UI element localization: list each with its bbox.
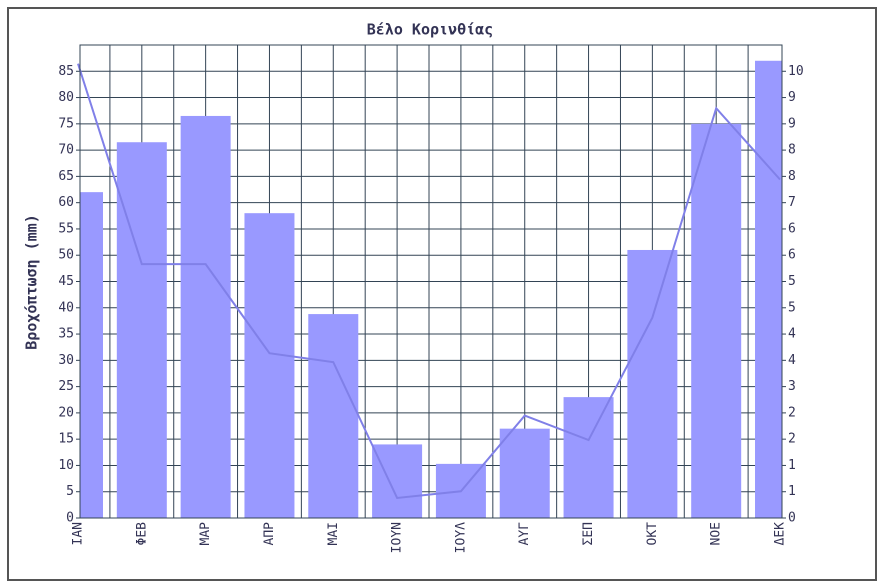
bar — [180, 115, 231, 518]
bar — [563, 397, 614, 518]
bar — [499, 428, 550, 518]
line — [77, 63, 781, 500]
y-tick-label: 35 — [58, 327, 74, 342]
bar — [244, 213, 295, 518]
plot-border — [79, 44, 783, 519]
y2-tick-label: 10 — [788, 64, 804, 79]
bar — [691, 123, 742, 518]
marks: 0510152025303540455055606570758085011223… — [58, 44, 804, 553]
chart-title: Βέλο Κορινθίας — [367, 21, 493, 39]
x-tick-label: ΜΑΙ — [326, 522, 341, 545]
y-tick-label: 25 — [58, 379, 74, 394]
y2-tick-label: 6 — [788, 248, 796, 263]
y-tick-label: 45 — [58, 274, 74, 289]
x-tick-label: ΦΕΒ — [134, 522, 149, 546]
y2-tick-label: 8 — [788, 143, 796, 158]
y-tick-label: 85 — [58, 64, 74, 79]
y-tick-label: 40 — [58, 300, 74, 315]
bar — [755, 60, 782, 518]
y-tick-label: 15 — [58, 432, 74, 447]
bar — [627, 249, 678, 518]
x-tick-label: ΝΟΕ — [709, 522, 724, 545]
x-tick-label: ΙΑΝ — [71, 522, 86, 545]
y-tick-label: 50 — [58, 248, 74, 263]
x-tick-label: ΔΕΚ — [773, 522, 788, 546]
bar — [116, 142, 167, 518]
x-tick-label: ΜΑΡ — [198, 522, 213, 546]
x-tick-label: ΣΕΠ — [581, 522, 596, 545]
x-tick-label: ΟΚΤ — [645, 522, 660, 546]
y2-tick-label: 1 — [788, 484, 796, 499]
x-tick-label: ΑΠΡ — [262, 522, 277, 546]
y2-tick-label: 4 — [788, 327, 796, 342]
y2-tick-label: 0 — [788, 511, 796, 526]
y-tick-label: 70 — [58, 143, 74, 158]
bar — [372, 444, 423, 518]
y-tick-label: 0 — [66, 511, 74, 526]
y2-tick-label: 1 — [788, 458, 796, 473]
x-tick-label: ΑΥΓ — [517, 522, 532, 546]
y2-tick-label: 7 — [788, 195, 796, 210]
y-axis-label: Βροχόπτωση (mm) — [23, 214, 41, 349]
bar — [308, 314, 359, 518]
bars — [80, 60, 782, 518]
y-tick-label: 55 — [58, 221, 74, 236]
y-tick-label: 20 — [58, 405, 74, 420]
y2-tick-label: 3 — [788, 379, 796, 394]
x-tick-label: ΙΟΥΝ — [390, 522, 405, 553]
y-tick-label: 80 — [58, 90, 74, 105]
y-tick-label: 60 — [58, 195, 74, 210]
y-tick-label: 5 — [66, 484, 74, 499]
y-tick-label: 65 — [58, 169, 74, 184]
y-tick-label: 75 — [58, 116, 74, 131]
y2-tick-label: 9 — [788, 90, 796, 105]
y2-tick-label: 5 — [788, 274, 796, 289]
y2-tick-label: 5 — [788, 300, 796, 315]
y2-tick-label: 2 — [788, 432, 796, 447]
x-tick-label: ΙΟΥΛ — [453, 522, 468, 553]
y2-tick-label: 9 — [788, 116, 796, 131]
y2-tick-label: 2 — [788, 405, 796, 420]
y-tick-label: 10 — [58, 458, 74, 473]
y-tick-label: 30 — [58, 353, 74, 368]
y2-tick-label: 8 — [788, 169, 796, 184]
y2-tick-label: 6 — [788, 221, 796, 236]
y2-tick-label: 4 — [788, 353, 796, 368]
bar — [80, 192, 103, 518]
